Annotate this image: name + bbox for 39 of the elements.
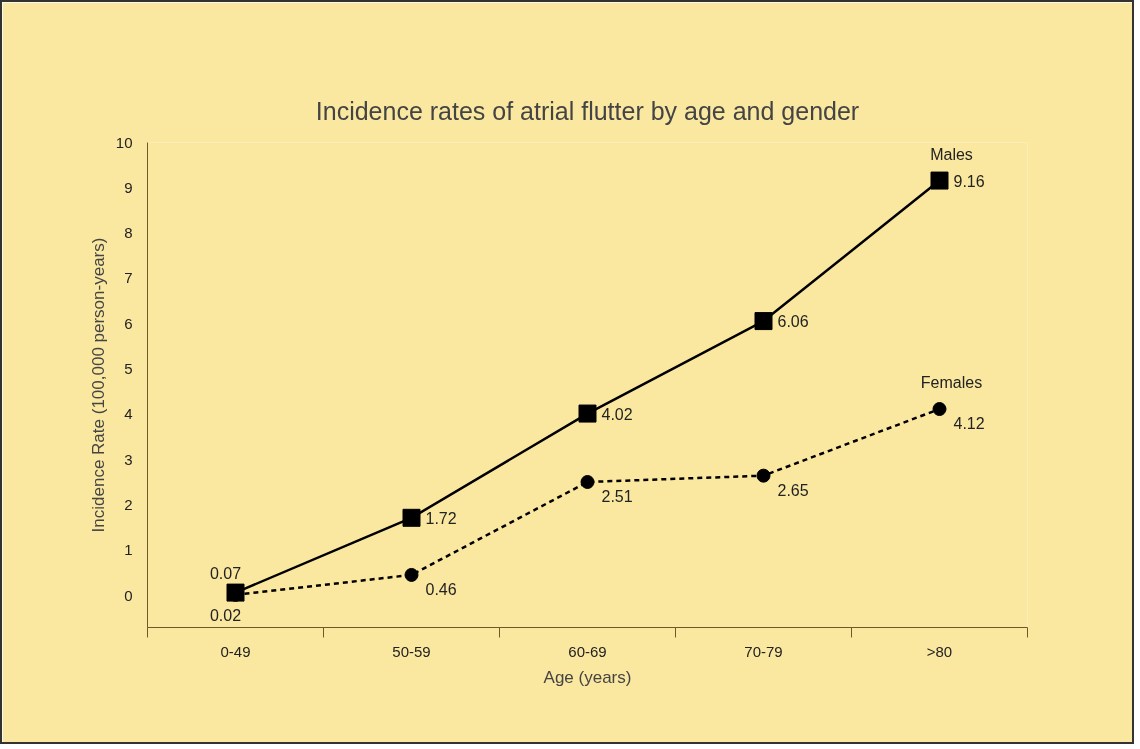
x-tick-label: 60-69	[568, 642, 607, 660]
data-label: 2.51	[601, 488, 633, 505]
point	[580, 475, 595, 489]
x-tick-label: 50-59	[392, 642, 431, 660]
y-tick-label: 1	[124, 541, 133, 559]
data-label: 2.65	[777, 481, 809, 499]
point	[932, 402, 947, 417]
x-tick-label: 0-49	[220, 642, 251, 660]
y-axis-title: Incidence Rate (100,000 person-years)	[88, 237, 108, 533]
y-tick-label: 0	[124, 586, 133, 604]
data-label: 0.02	[209, 606, 242, 624]
point	[402, 508, 421, 527]
y-tick-label: 10	[115, 133, 133, 151]
point	[754, 312, 773, 331]
data-label: 0.46	[425, 580, 457, 598]
x-tick-label: 70-79	[744, 642, 783, 660]
point	[756, 468, 771, 483]
data-label: 9.16	[953, 172, 985, 190]
y-tick-label: 7	[124, 269, 133, 287]
point	[404, 567, 419, 582]
chart-title: Incidence rates of atrial flutter by age and gender	[315, 97, 860, 125]
data-label: 6.06	[777, 313, 809, 331]
data-label: 1.72	[425, 509, 457, 527]
y-tick-label: 9	[124, 178, 133, 196]
data-label: 4.02	[601, 405, 633, 423]
y-tick-label: 6	[124, 314, 133, 332]
x-tick-label: >80	[926, 642, 953, 660]
x-axis-title: Age (years)	[543, 667, 632, 687]
y-tick-label: 5	[124, 360, 133, 378]
y-tick-label: 3	[124, 450, 133, 468]
y-tick-label: 4	[124, 405, 133, 423]
series-label: Females	[920, 374, 983, 392]
series-label: Males	[930, 145, 973, 163]
y-tick-label: 8	[124, 224, 133, 242]
data-label: 4.12	[953, 415, 985, 433]
y-tick-label: 2	[124, 496, 133, 514]
point	[930, 171, 949, 190]
point	[578, 404, 597, 423]
data-label: 0.07	[209, 564, 242, 582]
